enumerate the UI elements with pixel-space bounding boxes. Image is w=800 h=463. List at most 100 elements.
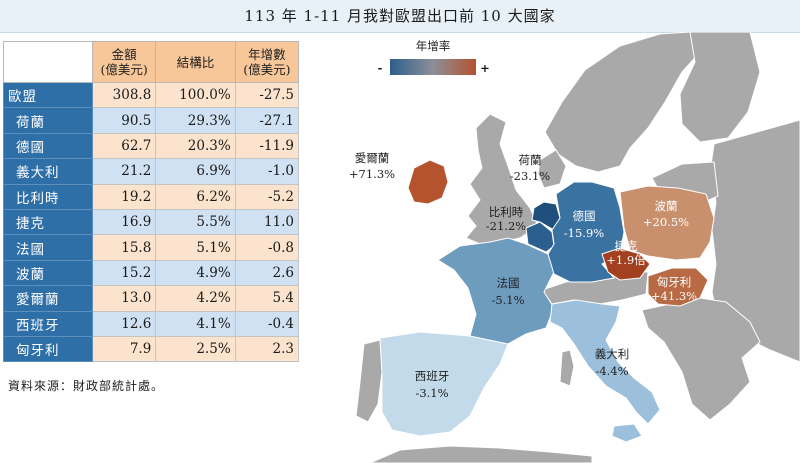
table-row: 義大利 21.2 6.9% -1.0 (3, 158, 300, 185)
source-note: 資料來源：財政部統計處。 (8, 379, 165, 393)
row-country: 德國 (3, 132, 93, 160)
europe-map: 年增率 - + 愛爾蘭 +71.3% 荷蘭 -23.1% 比利時 -21.2% … (349, 32, 800, 463)
row-growth: -5.2 (234, 183, 300, 210)
row-amount: 13.0 (91, 285, 157, 312)
row-share: 5.5% (155, 208, 236, 236)
table-row: 比利時 19.2 6.2% -5.2 (3, 183, 300, 210)
row-share: 4.9% (155, 259, 236, 287)
row-country: 法國 (3, 234, 93, 261)
row-country: 捷克 (3, 208, 93, 236)
row-amount: 19.2 (91, 183, 157, 210)
label-italy-name: 義大利 (595, 347, 630, 361)
land-denmark (537, 149, 567, 189)
row-amount: 62.7 (91, 132, 157, 160)
label-hungary-value: +41.3% (651, 289, 697, 303)
export-table: 金額 (億美元) 結構比 年增數 (億美元) 歐盟 308.8 100.0% -… (3, 41, 300, 363)
land-scandinavia (544, 32, 703, 173)
page-title: 113 年 1-11 月我對歐盟出口前 10 大國家 (244, 7, 556, 25)
label-ireland-value: +71.3% (349, 167, 395, 181)
row-country: 愛爾蘭 (3, 285, 93, 312)
row-share: 4.1% (155, 310, 236, 337)
row-country: 波蘭 (3, 259, 93, 287)
table-row: 法國 15.8 5.1% -0.8 (3, 234, 300, 261)
row-amount: 12.6 (91, 310, 157, 337)
label-spain-name: 西班牙 (415, 369, 450, 383)
row-country: 荷蘭 (3, 107, 93, 134)
row-share: 2.5% (155, 335, 236, 363)
row-country: 歐盟 (3, 81, 93, 109)
table-row: 歐盟 308.8 100.0% -27.5 (3, 81, 300, 109)
header-corner (3, 41, 93, 83)
land-sardinia-corsica (559, 349, 575, 387)
header-amount: 金額 (億美元) (91, 41, 157, 83)
row-country: 義大利 (3, 158, 93, 185)
row-share: 4.2% (155, 285, 236, 312)
country-poland (619, 185, 715, 261)
row-growth: 11.0 (234, 208, 300, 236)
row-growth: -27.5 (234, 81, 300, 109)
row-amount: 90.5 (91, 107, 157, 134)
land-balkans (641, 297, 761, 421)
header-growth-line1: 年增數 (248, 47, 286, 62)
title-bar (0, 0, 800, 33)
header-share: 結構比 (155, 41, 236, 83)
land-north-africa (369, 445, 593, 463)
row-growth: -11.9 (234, 132, 300, 160)
country-hungary (647, 267, 709, 307)
row-growth: -27.1 (234, 107, 300, 134)
row-amount: 7.9 (91, 335, 157, 363)
row-growth: 2.3 (234, 335, 300, 363)
label-italy-value: -4.4% (595, 364, 628, 378)
country-france (437, 237, 555, 345)
label-poland-value: +20.5% (643, 215, 689, 229)
label-czech-value: +1.9倍 (606, 253, 646, 267)
legend-max-label: + (480, 61, 490, 75)
label-poland-name: 波蘭 (655, 199, 678, 213)
row-amount: 21.2 (91, 158, 157, 185)
row-amount: 16.9 (91, 208, 157, 236)
label-netherlands-value: -23.1% (510, 169, 550, 183)
row-share: 100.0% (155, 81, 236, 109)
table-row: 愛爾蘭 13.0 4.2% 5.4 (3, 285, 300, 312)
table-row: 波蘭 15.2 4.9% 2.6 (3, 259, 300, 287)
row-share: 20.3% (155, 132, 236, 160)
country-czech (601, 247, 651, 281)
legend-gradient-bar (390, 59, 476, 75)
header-share-line1: 結構比 (176, 54, 215, 70)
header-growth-line2: (億美元) (243, 62, 291, 77)
label-spain-value: -3.1% (415, 386, 448, 400)
row-country: 匈牙利 (3, 335, 93, 363)
label-belgium-name: 比利時 (489, 205, 524, 219)
label-france-value: -5.1% (491, 293, 524, 307)
legend-min-label: - (378, 61, 383, 75)
row-amount: 15.8 (91, 234, 157, 261)
country-sicily (611, 423, 643, 443)
table-row: 荷蘭 90.5 29.3% -27.1 (3, 107, 300, 134)
table-row: 德國 62.7 20.3% -11.9 (3, 132, 300, 160)
row-share: 6.9% (155, 158, 236, 185)
row-country: 比利時 (3, 183, 93, 210)
label-france-name: 法國 (497, 276, 520, 290)
row-growth: -0.4 (234, 310, 300, 337)
country-ireland (407, 159, 449, 205)
row-share: 6.2% (155, 183, 236, 210)
table-row: 匈牙利 7.9 2.5% 2.3 (3, 335, 300, 363)
row-country: 西班牙 (3, 310, 93, 337)
header-amount-line2: (億美元) (100, 62, 148, 77)
label-germany-value: -15.9% (564, 226, 604, 240)
label-germany-name: 德國 (573, 209, 596, 223)
label-ireland-name: 愛爾蘭 (355, 151, 390, 165)
row-growth: 2.6 (234, 259, 300, 287)
table-header-row: 金額 (億美元) 結構比 年增數 (億美元) (3, 41, 300, 83)
label-czech-name: 捷克 (615, 239, 638, 253)
legend-title: 年增率 (416, 39, 451, 53)
table-row: 捷克 16.9 5.5% 11.0 (3, 208, 300, 236)
row-amount: 15.2 (91, 259, 157, 287)
label-hungary-name: 匈牙利 (657, 275, 692, 289)
row-share: 29.3% (155, 107, 236, 134)
row-growth: 5.4 (234, 285, 300, 312)
header-growth: 年增數 (億美元) (234, 41, 300, 83)
country-spain (379, 331, 509, 437)
row-amount: 308.8 (91, 81, 157, 109)
header-amount-line1: 金額 (111, 47, 137, 62)
